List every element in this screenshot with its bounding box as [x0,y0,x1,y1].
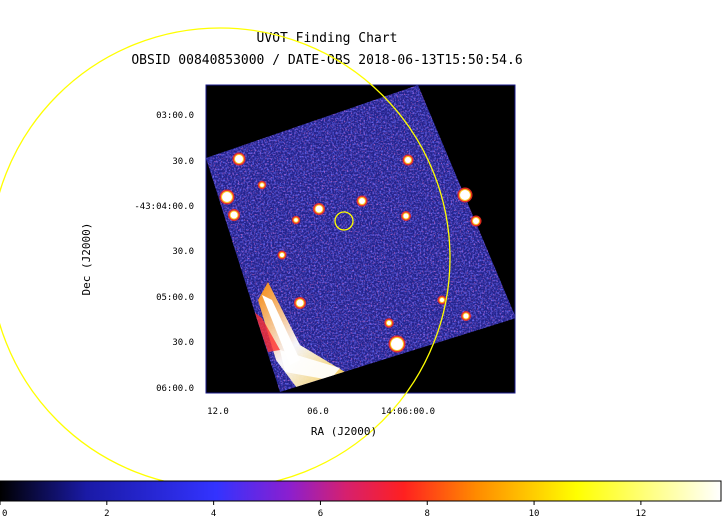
colorbar-tick-label: 0 [2,509,7,519]
source-core [391,338,403,350]
source-core [403,213,409,219]
colorbar-tick-label: 12 [635,509,646,519]
source-core [260,183,264,187]
colorbar-tick-label: 10 [529,509,540,519]
chart-title: UVOT Finding Chart [256,31,398,46]
y-tick-label: 05:00.0 [156,293,194,303]
x-tick-label: 12.0 [207,407,229,417]
x-tick-label: 14:06:00.0 [381,407,435,417]
colorbar-tick-label: 8 [425,509,430,519]
colorbar-tick-label: 6 [318,509,323,519]
source-core [296,299,304,307]
colorbar-tick-label: 4 [211,509,216,519]
source-core [294,218,298,222]
y-tick-label: 30.0 [172,338,194,348]
x-axis-label: RA (J2000) [311,425,377,438]
source-core [280,253,284,257]
chart-subtitle: OBSID 00840853000 / DATE-OBS 2018-06-13T… [131,53,523,68]
y-tick-label: -43:04:00.0 [134,202,194,212]
y-tick-label: 30.0 [172,247,194,257]
source-core [386,320,392,326]
y-tick-label: 06:00.0 [156,384,194,394]
source-core [460,190,470,200]
error-circle-small [334,211,354,231]
y-axis-label: Dec (J2000) [80,223,93,296]
source-core [359,198,365,204]
source-core [315,205,323,213]
source-core [222,192,232,202]
x-tick-label: 06.0 [307,407,329,417]
source-core [235,155,243,163]
source-core [405,157,411,163]
y-tick-label: 30.0 [172,157,194,167]
source-core [473,218,479,224]
colorbar-tick-label: 2 [104,509,109,519]
y-tick-label: 03:00.0 [156,111,194,121]
colorbar [0,480,722,502]
source-core [463,313,469,319]
sources [219,152,482,353]
source-core [230,211,238,219]
source-core [440,298,444,302]
